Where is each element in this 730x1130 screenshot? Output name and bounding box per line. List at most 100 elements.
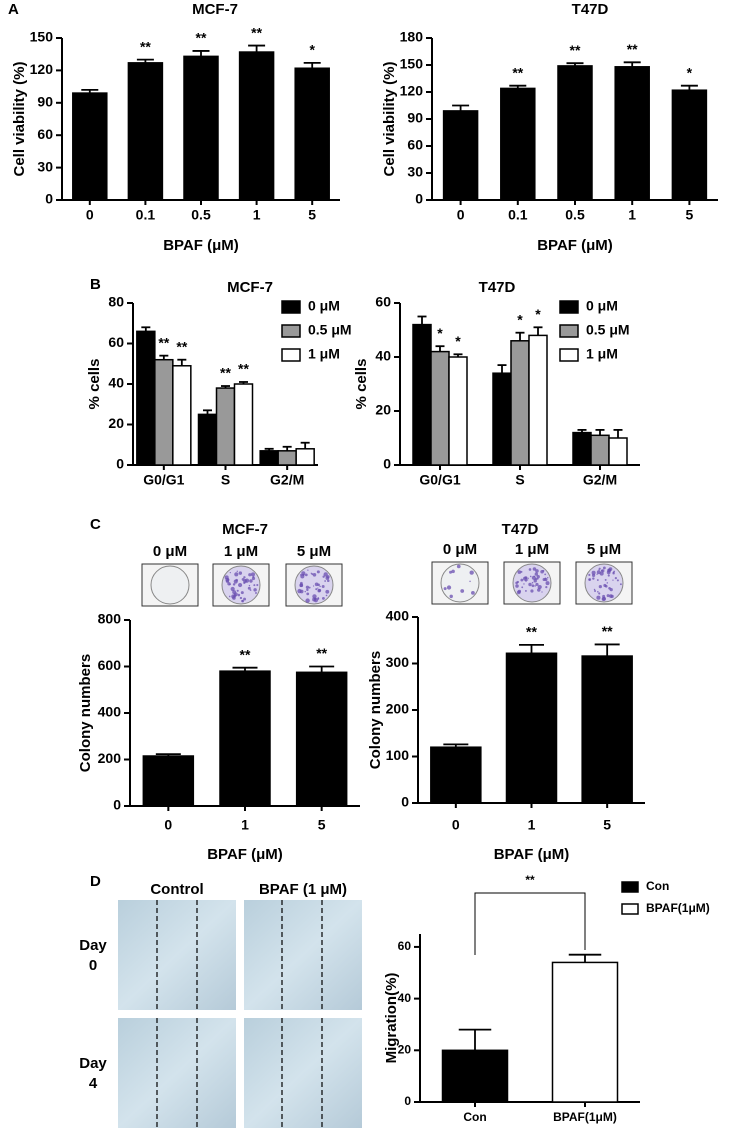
colony [241,599,244,602]
bar [500,87,536,201]
x-tick-label: S [221,472,230,488]
colony [317,583,320,587]
colony [238,583,243,588]
x-tick-label: G2/M [583,472,617,488]
colony [233,592,238,597]
panel-letter: A [8,1,19,18]
plate-label: 0 μM [443,541,477,558]
bar [572,431,592,466]
y-tick-label: 60 [398,939,412,953]
colony [256,583,259,587]
y-tick-label: 40 [108,375,124,391]
x-axis-label: BPAF (μM) [207,846,283,863]
colony [530,589,534,593]
colony [616,579,619,582]
x-tick-label: 0.5 [191,207,211,223]
y-tick-label: 90 [407,110,423,126]
x-tick-label: 0 [86,207,94,223]
colony [319,585,321,588]
y-tick-label: 0 [45,191,53,207]
colony [471,591,475,595]
significance-label: * [535,306,541,322]
bar [510,340,530,466]
colony [236,570,238,572]
x-tick-label: 0 [457,207,465,223]
bar [528,334,548,466]
colony [321,596,325,600]
bar [197,413,218,466]
colony [614,577,617,580]
colony [531,584,535,588]
x-tick-label: 0.5 [565,207,585,223]
colony [598,585,602,589]
colony [460,589,465,593]
legend-swatch [281,348,301,362]
significance-label: * [437,325,443,341]
bar [671,89,708,201]
bar [430,746,482,804]
image-row-label: 4 [89,1075,98,1092]
y-tick-label: 90 [37,94,53,110]
significance-label: ** [316,645,327,661]
colony [601,596,606,601]
colony [306,588,309,592]
legend-label: Con [646,879,669,893]
colony [232,583,236,586]
colony [532,567,537,571]
colony [523,583,525,585]
significance-label: ** [238,361,249,377]
y-axis-label: Cell viability (%) [11,61,28,176]
colony [604,584,608,588]
colony [312,594,317,599]
plate [294,565,334,605]
x-tick-label: 5 [308,207,316,223]
bar [442,110,479,201]
colony [306,592,310,596]
colony [607,568,611,572]
colony [305,585,310,589]
colony [516,580,520,584]
colony [588,573,591,577]
colony [594,590,597,593]
x-tick-label: 0.1 [508,207,528,223]
colony [321,585,325,588]
colony [596,595,601,600]
y-tick-label: 400 [386,608,410,624]
colony [234,572,239,577]
y-axis-label: Cell viability (%) [381,61,398,176]
colony [599,571,604,576]
y-tick-label: 800 [98,611,122,627]
colony [541,591,543,593]
colony [591,570,596,575]
y-tick-label: 20 [398,1042,412,1056]
x-tick-label: G0/G1 [419,472,460,488]
plate [150,565,190,605]
colony [606,582,609,584]
colony [607,574,610,577]
y-axis-label: Migration(%) [383,973,400,1064]
colony [536,577,539,580]
x-tick-label: G0/G1 [143,472,184,488]
colony [300,573,302,576]
colony [524,576,528,580]
colony [308,586,311,589]
significance-label: ** [570,42,581,58]
chart-title: T47D [572,1,609,18]
colony [608,586,611,590]
y-tick-label: 180 [400,29,424,45]
significance-label: ** [140,38,151,54]
colony [529,575,532,578]
colony [322,575,325,578]
colony [612,579,614,581]
y-axis-label: % cells [353,359,370,410]
colony [515,584,519,588]
chart-title: MCF-7 [192,1,238,18]
colony [606,594,610,598]
bar [581,655,633,804]
colony [326,579,330,583]
colony [233,579,238,584]
significance-label: ** [176,338,187,354]
colony [597,590,599,593]
bar [590,434,610,466]
bar [154,358,174,466]
